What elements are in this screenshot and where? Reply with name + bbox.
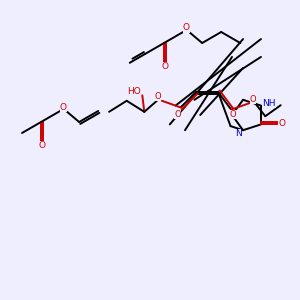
Text: N: N [235, 129, 242, 138]
Text: O: O [154, 92, 161, 101]
Text: HO: HO [128, 87, 141, 96]
Text: O: O [162, 62, 169, 71]
Text: O: O [250, 94, 256, 103]
Text: O: O [230, 110, 236, 119]
Text: O: O [39, 141, 46, 150]
Text: NH: NH [262, 99, 276, 108]
Text: O: O [60, 103, 67, 112]
Text: O: O [174, 110, 181, 119]
Text: O: O [279, 119, 286, 128]
Text: O: O [183, 23, 190, 32]
